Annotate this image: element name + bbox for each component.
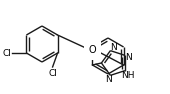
Text: NH: NH xyxy=(121,71,135,80)
Text: Cl: Cl xyxy=(48,69,57,78)
Text: N: N xyxy=(110,43,117,52)
Text: N: N xyxy=(105,75,112,84)
Text: O: O xyxy=(89,45,96,55)
Text: Cl: Cl xyxy=(3,49,11,58)
Text: N: N xyxy=(126,53,132,62)
